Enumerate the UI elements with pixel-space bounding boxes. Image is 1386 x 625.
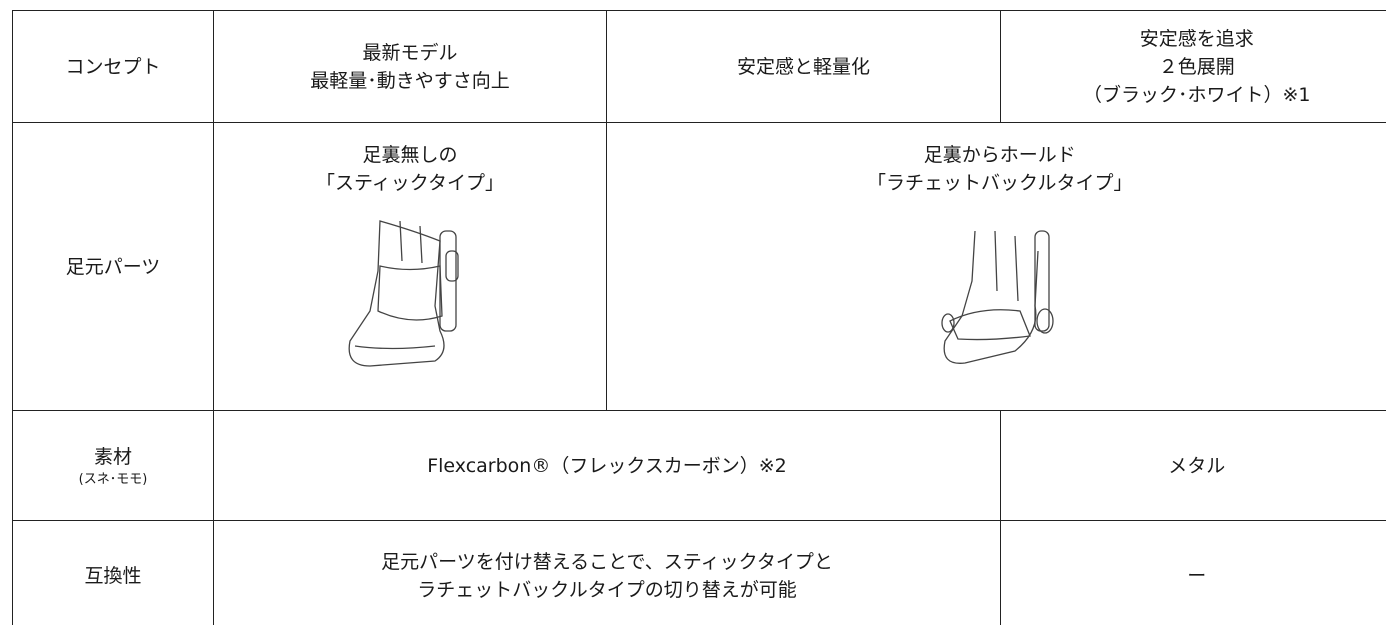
cell: 安定感を追求 ２色展開 （ブラック･ホワイト）※1 (1000, 10, 1386, 123)
text: 「ラチェットバックルタイプ」 (867, 172, 1133, 194)
text: 最新モデル (362, 41, 458, 64)
spec-table: コンセプト 最新モデル最軽量･動きやすさ向上 安定感と軽量化 安定感を追求 ２色展… (12, 10, 1386, 625)
cell: メタル (1000, 410, 1386, 521)
text: 足元パーツ (65, 255, 161, 278)
text: 安定感と軽量化 (736, 55, 870, 78)
text: 最軽量･動きやすさ向上 (310, 69, 510, 92)
row-header: 足元パーツ (12, 122, 214, 411)
text: コンセプト (65, 55, 161, 78)
text: (スネ･モモ) (78, 471, 148, 487)
row: 素材 (スネ･モモ) Flexcarbon®（フレックスカーボン）※2 メタル (12, 410, 1386, 521)
spec-table-wrap: コンセプト 最新モデル最軽量･動きやすさ向上 安定感と軽量化 安定感を追求 ２色展… (12, 10, 1386, 625)
text: Flexcarbon®（フレックスカーボン）※2 (427, 454, 787, 477)
text: ２色展開 (1158, 55, 1235, 78)
ratchet-type-illustration (941, 230, 1054, 364)
row: コンセプト 最新モデル最軽量･動きやすさ向上 安定感と軽量化 安定感を追求 ２色展… (12, 10, 1386, 123)
text: ー (1187, 564, 1207, 587)
cell: ー (1000, 520, 1386, 625)
text: 素材 (93, 445, 132, 468)
row-header: 互換性 (12, 520, 214, 625)
cell: 足裏無しの「スティックタイプ」 (213, 122, 607, 411)
cell: 足元パーツを付け替えることで、スティックタイプと ラチェットバックルタイプの切り替… (213, 520, 1001, 625)
row-header: 素材 (スネ･モモ) (12, 410, 214, 521)
text: 互換性 (84, 564, 142, 587)
text: メタル (1168, 454, 1226, 477)
stick-type-illustration (348, 220, 459, 367)
text: 「スティックタイプ」 (315, 172, 505, 194)
text: 足元パーツを付け替えることで、スティックタイプと (381, 550, 833, 573)
cell: 安定感と軽量化 (606, 10, 1001, 123)
text: （ブラック･ホワイト）※1 (1082, 83, 1311, 106)
text: 足裏からホールド (923, 144, 1076, 166)
row: 足元パーツ 足裏無しの「スティックタイプ」 足裏からホールド「ラチェットバックル… (12, 122, 1386, 411)
text: 足裏無しの (362, 144, 458, 166)
cell: 最新モデル最軽量･動きやすさ向上 (213, 10, 607, 123)
text: ラチェットバックルタイプの切り替えが可能 (417, 578, 797, 601)
text: 安定感を追求 (1139, 27, 1254, 50)
cell: Flexcarbon®（フレックスカーボン）※2 (213, 410, 1001, 521)
row: 互換性 足元パーツを付け替えることで、スティックタイプと ラチェットバックルタイプ… (12, 520, 1386, 625)
row-header: コンセプト (12, 10, 214, 123)
cell: 足裏からホールド「ラチェットバックルタイプ」 (606, 122, 1386, 411)
